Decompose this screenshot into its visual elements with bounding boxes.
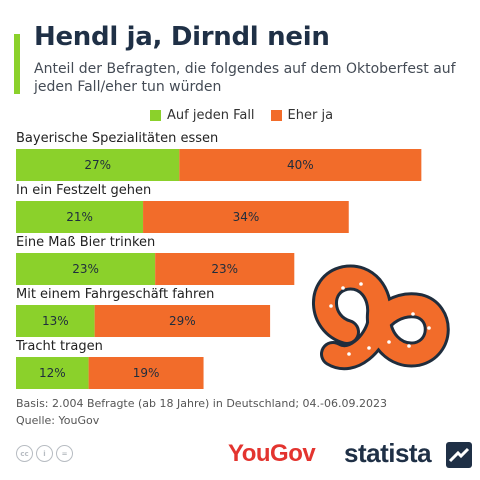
- bar-value-label: 29%: [169, 314, 196, 328]
- bar-value-label: 34%: [233, 210, 260, 224]
- bar-segment-eher-ja: [94, 305, 271, 337]
- bar-value-label: 21%: [66, 210, 93, 224]
- bar-segment-auf-jeden-fall: [16, 357, 89, 389]
- bar-segment-eher-ja: [143, 201, 349, 233]
- bar-value-label: 19%: [133, 366, 160, 380]
- bar-segment-auf-jeden-fall: [16, 305, 95, 337]
- category-label: In ein Festzelt gehen: [16, 183, 152, 198]
- category-label: Mit einem Fahrgeschäft fahren: [16, 287, 215, 302]
- page-title: Hendl ja, Dirndl nein: [34, 22, 330, 52]
- attribution-icon[interactable]: i: [36, 445, 53, 462]
- legend-item-series1: Auf jeden Fall: [150, 108, 255, 123]
- pretzel-icon: [312, 264, 450, 371]
- bar-segment-eher-ja: [179, 149, 422, 181]
- no-derivatives-icon[interactable]: =: [56, 445, 73, 462]
- chart-footer: Basis: 2.004 Befragte (ab 18 Jahre) in D…: [16, 395, 387, 429]
- category-label: Eine Maß Bier trinken: [16, 235, 156, 250]
- bar-value-label: 27%: [84, 158, 111, 172]
- legend-swatch-series2: [270, 110, 282, 121]
- source-note: Quelle: YouGov: [16, 414, 100, 427]
- legend-label-series2: Eher ja: [287, 108, 334, 123]
- bar-value-label: 40%: [287, 158, 314, 172]
- legend-label-series1: Auf jeden Fall: [167, 108, 255, 123]
- bar-value-label: 12%: [39, 366, 66, 380]
- bar-chart: 27% 40% 21% 34% 23% 23% 13% 29% 12% 19%: [16, 149, 422, 389]
- page-subtitle: Anteil der Befragten, die folgendes auf …: [34, 61, 456, 95]
- yougov-logo: YouGov: [228, 440, 316, 467]
- bar-value-label: 23%: [211, 262, 238, 276]
- bar-segment-auf-jeden-fall: [16, 149, 180, 181]
- legend-swatch-series1: [150, 110, 161, 121]
- chart-legend: Auf jeden Fall Eher ja: [150, 108, 333, 123]
- bar-segment-auf-jeden-fall: [16, 201, 144, 233]
- legend-item-series2: Eher ja: [270, 108, 334, 123]
- category-label: Bayerische Spezialitäten essen: [16, 131, 219, 146]
- license-icons: cc i =: [16, 445, 73, 462]
- title-accent-bar: [14, 34, 20, 94]
- statista-logo-icon: [446, 442, 472, 468]
- bar-segment-eher-ja: [155, 253, 295, 285]
- bar-segment-eher-ja: [88, 357, 204, 389]
- branding-row: cc i = YouGov statista: [0, 436, 480, 476]
- cc-icon[interactable]: cc: [16, 445, 33, 462]
- category-label: Tracht tragen: [16, 339, 103, 354]
- statista-logo: statista: [344, 438, 432, 468]
- bar-segment-auf-jeden-fall: [16, 253, 156, 285]
- basis-note: Basis: 2.004 Befragte (ab 18 Jahre) in D…: [16, 397, 387, 410]
- bar-value-label: 23%: [72, 262, 99, 276]
- bar-value-label: 13%: [42, 314, 69, 328]
